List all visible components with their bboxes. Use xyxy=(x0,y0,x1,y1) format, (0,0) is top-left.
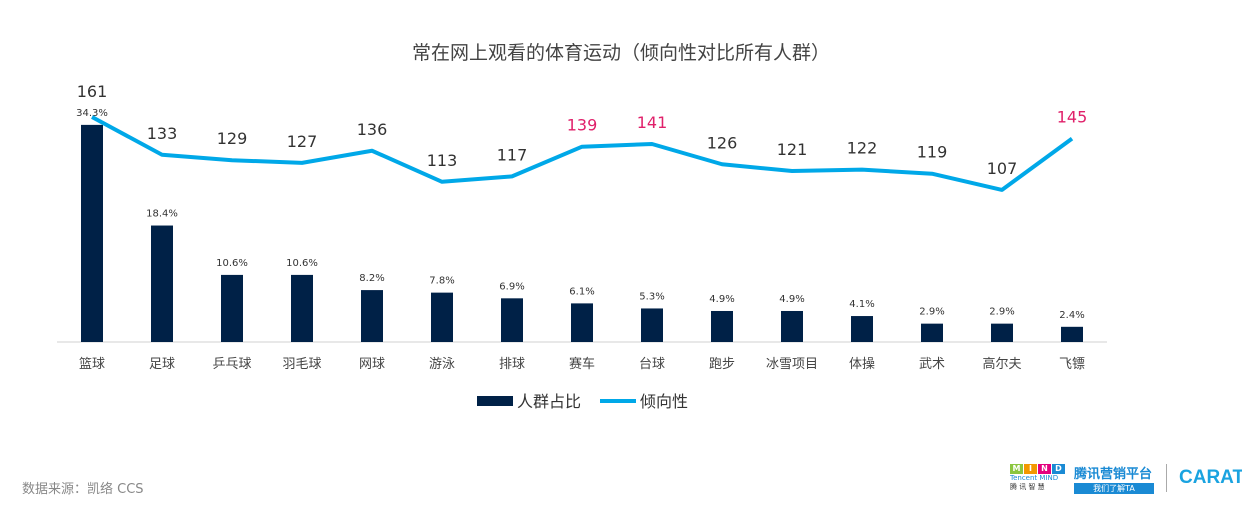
bar-label: 2.9% xyxy=(919,307,944,318)
line-label: 127 xyxy=(287,132,318,151)
bar-label: 4.1% xyxy=(849,299,874,310)
line-label: 139 xyxy=(567,116,598,135)
bar-0 xyxy=(81,124,103,342)
bar-3 xyxy=(291,274,313,342)
bar-11 xyxy=(851,316,873,342)
bar-6 xyxy=(501,298,523,342)
x-tick-label: 赛车 xyxy=(569,356,595,372)
x-tick-label: 跑步 xyxy=(709,357,735,372)
legend-bar-label: 人群占比 xyxy=(517,392,581,411)
line-label: 126 xyxy=(707,133,738,152)
line-label: 145 xyxy=(1057,108,1088,127)
bar-label: 8.2% xyxy=(359,273,384,284)
line-label: 161 xyxy=(77,82,108,101)
bar-7 xyxy=(571,303,593,342)
bar-label: 7.8% xyxy=(429,276,454,287)
bar-label: 34.3% xyxy=(76,108,108,119)
line-label: 107 xyxy=(987,159,1018,178)
line-label: 119 xyxy=(917,143,948,162)
line-label: 141 xyxy=(637,113,668,132)
legend-bar-swatch xyxy=(477,396,513,406)
chart-title: 常在网上观看的体育运动（倾向性对比所有人群） xyxy=(411,42,830,64)
bar-4 xyxy=(361,290,383,342)
x-tick-label: 足球 xyxy=(149,357,175,372)
x-tick-label: 排球 xyxy=(499,357,525,372)
bar-12 xyxy=(921,323,943,342)
x-tick-label: 篮球 xyxy=(79,357,105,372)
line-label: 133 xyxy=(147,124,178,143)
bar-label: 5.3% xyxy=(639,291,664,302)
bar-2 xyxy=(221,274,243,342)
logo-divider xyxy=(1166,464,1167,492)
x-tick-label: 台球 xyxy=(639,357,665,372)
bar-14 xyxy=(1061,326,1083,342)
bar-1 xyxy=(151,225,173,342)
bar-13 xyxy=(991,323,1013,342)
line-label: 113 xyxy=(427,151,458,170)
bar-10 xyxy=(781,310,803,342)
line-label: 117 xyxy=(497,145,528,164)
x-tick-label: 乒乓球 xyxy=(212,357,251,372)
x-tick-label: 冰雪项目 xyxy=(766,357,818,372)
tencent-marketing-logo: 腾讯营销平台 我们了解TA xyxy=(1074,466,1154,494)
x-tick-label: 羽毛球 xyxy=(282,357,321,372)
carat-logo: CARAT xyxy=(1179,467,1242,488)
bar-label: 2.9% xyxy=(989,307,1014,318)
x-tick-label: 体操 xyxy=(849,356,875,372)
legend-line-label: 倾向性 xyxy=(640,392,688,411)
bar-label: 6.9% xyxy=(499,281,524,292)
x-tick-label: 网球 xyxy=(359,357,385,372)
bar-label: 2.4% xyxy=(1059,310,1084,321)
bar-5 xyxy=(431,292,453,342)
x-tick-label: 飞镖 xyxy=(1059,356,1085,372)
line-label: 129 xyxy=(217,129,248,148)
data-source: 数据来源：凯络 CCS xyxy=(22,482,144,497)
bar-9 xyxy=(711,310,733,342)
bar-label: 10.6% xyxy=(216,258,248,269)
x-tick-label: 武术 xyxy=(919,357,945,372)
bar-label: 6.1% xyxy=(569,286,594,297)
bar-8 xyxy=(641,308,663,342)
bar-label: 4.9% xyxy=(779,294,804,305)
bar-label: 18.4% xyxy=(146,209,178,220)
bar-label: 4.9% xyxy=(709,294,734,305)
bar-label: 10.6% xyxy=(286,258,318,269)
line-label: 136 xyxy=(357,120,388,139)
line-label: 121 xyxy=(777,140,808,159)
chart-plot: 34.3% 篮球 18.4% 足球 10.6% 乒乓球 10.6% 羽毛球 8.2% 网球 7.8%… xyxy=(57,82,1107,411)
line-label: 122 xyxy=(847,139,878,158)
x-tick-label: 游泳 xyxy=(429,357,455,372)
x-tick-label: 高尔夫 xyxy=(982,356,1021,372)
